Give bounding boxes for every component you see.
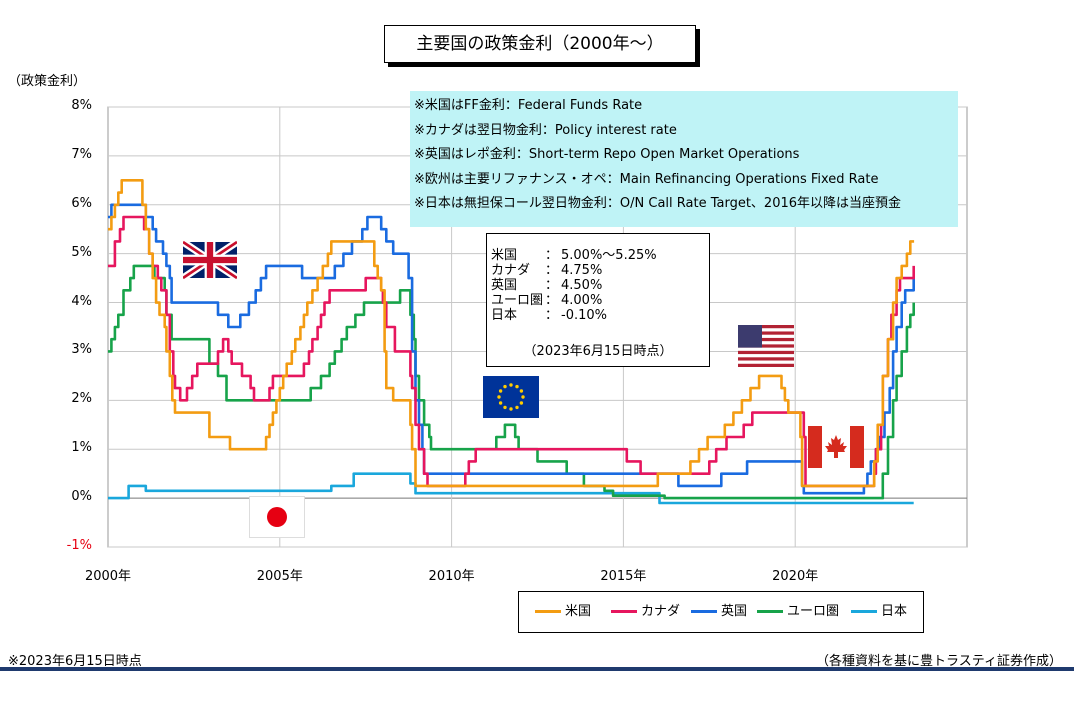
y-axis-label: （政策金利） [8, 74, 87, 89]
series-notes-box: ※米国はFF金利：Federal Funds Rate ※カナダは翌日物金利：P… [410, 91, 958, 227]
current-rate-value: 4.00% [561, 293, 603, 308]
canada-flag-icon [808, 426, 864, 468]
current-rate-row: ユーロ圏 ： 4.00% [487, 293, 709, 308]
us-flag-icon [738, 325, 794, 367]
current-rate-colon: ： [545, 263, 559, 278]
note-canada: ※カナダは翌日物金利：Policy interest rate [414, 122, 677, 138]
chart-title: 主要国の政策金利（2000年～） [384, 25, 696, 63]
note-us: ※米国はFF金利：Federal Funds Rate [414, 98, 643, 113]
legend-swatch [691, 610, 717, 613]
y-tick-label: 3% [71, 342, 92, 358]
y-tick-label: 5% [71, 244, 92, 260]
x-tick-label: 2020年 [772, 569, 819, 584]
current-rate-row: 米国 ： 5.00%～5.25% [487, 248, 709, 263]
legend-label: 米国 [565, 604, 592, 619]
chart-legend: 米国 カナダ 英国 ユーロ圏 日本 [518, 591, 924, 633]
legend-label: 日本 [881, 604, 908, 619]
current-rate-label: 日本 [491, 308, 518, 323]
source-credit: （各種資料を基に豊トラスティ証券作成） [816, 654, 1062, 669]
current-rate-label: 英国 [491, 278, 518, 293]
legend-item: 英国 [691, 592, 747, 632]
y-tick-label: 6% [71, 195, 92, 211]
eu-flag-icon [483, 376, 539, 418]
footer-bar [0, 667, 1074, 671]
series-line-0 [108, 179, 915, 488]
current-rates-as-of: （2023年6月15日時点） [523, 344, 673, 359]
uk-flag-icon [183, 240, 237, 280]
legend-label: 英国 [721, 604, 748, 619]
x-tick-label: 2005年 [256, 569, 303, 584]
y-tick-label: 0% [71, 489, 92, 505]
legend-label: ユーロ圏 [787, 604, 840, 619]
current-rate-value: -0.10% [561, 308, 607, 323]
legend-swatch [851, 610, 877, 613]
legend-swatch [611, 610, 637, 613]
current-rate-value: 4.75% [561, 263, 603, 278]
current-rate-label: カナダ [491, 263, 531, 278]
series-line-1 [108, 215, 915, 488]
current-rate-value: 4.50% [561, 278, 603, 293]
y-tick-label: 1% [71, 440, 92, 456]
current-rate-row: 日本 ： -0.10% [487, 308, 709, 323]
current-rate-label: ユーロ圏 [491, 293, 544, 308]
note-uk: ※英国はレポ金利：Short-term Repo Open Market Ope… [414, 147, 800, 162]
current-rate-label: 米国 [491, 248, 518, 263]
legend-swatch [757, 610, 783, 613]
current-rate-value: 5.00%～5.25% [561, 248, 657, 263]
chart-series-lines [108, 179, 915, 505]
y-tick-label: 7% [71, 146, 92, 162]
legend-item: 米国 [535, 592, 591, 632]
series-line-4 [108, 472, 914, 505]
current-rate-colon: ： [545, 293, 559, 308]
y-tick-label: 8% [71, 98, 92, 113]
y-tick-label: -1% [66, 538, 92, 553]
legend-item: 日本 [851, 592, 907, 632]
legend-item: カナダ [611, 592, 680, 632]
x-tick-label: 2000年 [84, 569, 132, 584]
legend-swatch [535, 610, 561, 613]
legend-item: ユーロ圏 [757, 592, 839, 632]
x-tick-label: 2010年 [428, 569, 475, 584]
x-tick-label: 2015年 [600, 569, 647, 584]
series-line-3 [108, 264, 915, 500]
y-tick-label: 4% [71, 293, 92, 309]
y-tick-label: 2% [71, 391, 92, 407]
current-rate-row: 英国 ： 4.50% [487, 278, 709, 293]
japan-flag-icon [249, 496, 305, 538]
legend-label: カナダ [641, 604, 681, 619]
current-rate-row: カナダ ： 4.75% [487, 263, 709, 278]
note-euro: ※欧州は主要リファナンス・オペ：Main Refinancing Operati… [414, 171, 879, 187]
current-rates-box: 米国 ： 5.00%～5.25% カナダ ： 4.75% 英国 ： 4.50% … [486, 233, 710, 367]
current-rate-colon: ： [545, 278, 559, 293]
current-rate-colon: ： [545, 248, 559, 263]
note-japan: ※日本は無担保コール翌日物金利：O/N Call Rate Target、201… [414, 196, 902, 211]
current-rate-colon: ： [545, 308, 559, 323]
footnote: ※2023年6月15日時点 [8, 654, 142, 669]
